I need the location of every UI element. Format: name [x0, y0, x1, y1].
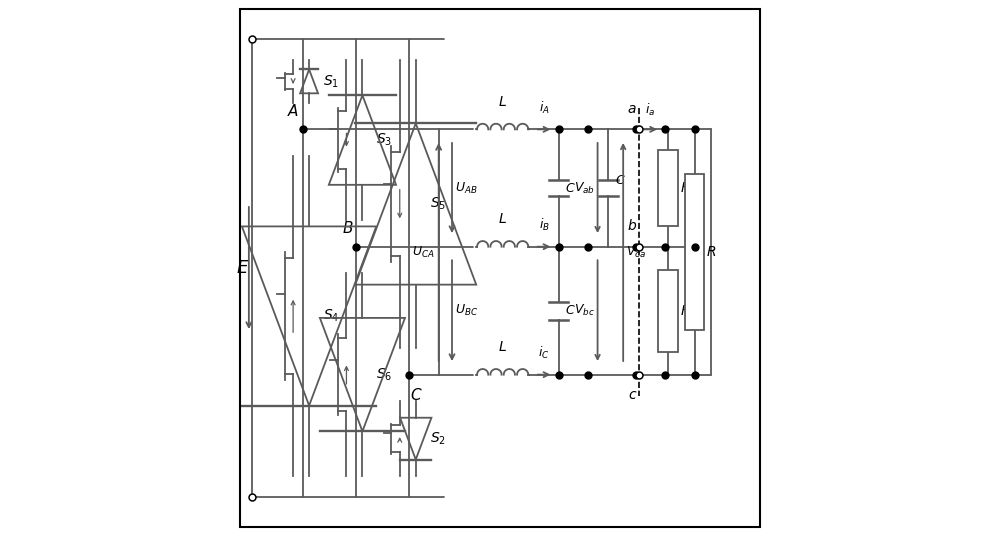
Text: $i_a$: $i_a$	[645, 101, 655, 117]
Bar	[658, 151, 678, 226]
Text: $S_4$: $S_4$	[323, 308, 339, 324]
Text: $R$: $R$	[680, 304, 690, 318]
Text: $C$: $C$	[565, 304, 576, 317]
Text: $i_C$: $i_C$	[538, 345, 550, 361]
Bar	[658, 270, 678, 352]
Text: $S_6$: $S_6$	[376, 367, 393, 383]
Text: $U_{CA}$: $U_{CA}$	[412, 244, 434, 259]
Text: $L$: $L$	[498, 340, 507, 354]
Text: $L$: $L$	[498, 212, 507, 226]
Text: $U_{BC}$: $U_{BC}$	[455, 303, 478, 318]
Text: $S_3$: $S_3$	[376, 132, 392, 148]
Text: B: B	[342, 221, 353, 236]
Text: $C$: $C$	[565, 182, 576, 195]
Text: $L$: $L$	[498, 95, 507, 109]
Text: $i_A$: $i_A$	[539, 100, 549, 116]
Text: A: A	[288, 103, 298, 118]
Text: a: a	[627, 102, 636, 116]
Bar	[685, 174, 704, 331]
Text: $i_B$: $i_B$	[539, 217, 549, 233]
Text: $V_{ca}$: $V_{ca}$	[626, 244, 646, 259]
Text: $S_5$: $S_5$	[430, 196, 446, 212]
Text: $V_{ab}$: $V_{ab}$	[574, 181, 595, 196]
Text: b: b	[627, 219, 636, 233]
Text: $S_2$: $S_2$	[430, 430, 446, 447]
Text: $V_{bc}$: $V_{bc}$	[574, 303, 595, 318]
Text: $C$: $C$	[615, 174, 625, 187]
Text: $R$: $R$	[706, 245, 717, 259]
Text: $U_{AB}$: $U_{AB}$	[455, 181, 477, 196]
Text: $S_1$: $S_1$	[323, 73, 339, 90]
Text: C: C	[410, 388, 421, 403]
Text: $R$: $R$	[680, 181, 690, 195]
Text: c: c	[628, 388, 636, 402]
Text: $E$: $E$	[236, 259, 249, 277]
